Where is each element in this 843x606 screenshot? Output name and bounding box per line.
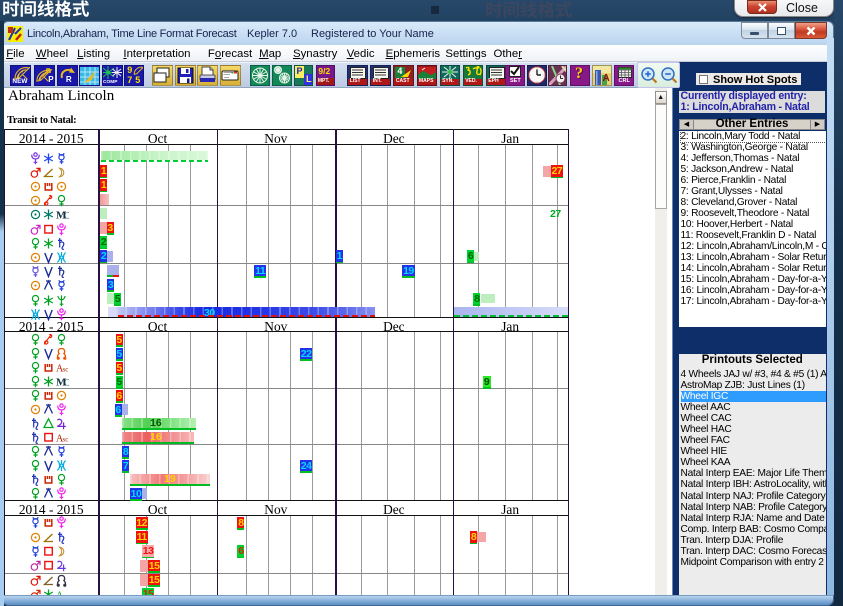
svg-text:sc: sc <box>63 436 69 444</box>
svg-text:A: A <box>56 434 64 445</box>
svg-text:M: M <box>56 210 67 222</box>
svg-text:C: C <box>64 378 69 388</box>
svg-text:A: A <box>56 364 64 375</box>
svg-text:sc: sc <box>63 366 69 374</box>
svg-text:C: C <box>64 211 69 221</box>
svg-text:M: M <box>56 377 67 389</box>
